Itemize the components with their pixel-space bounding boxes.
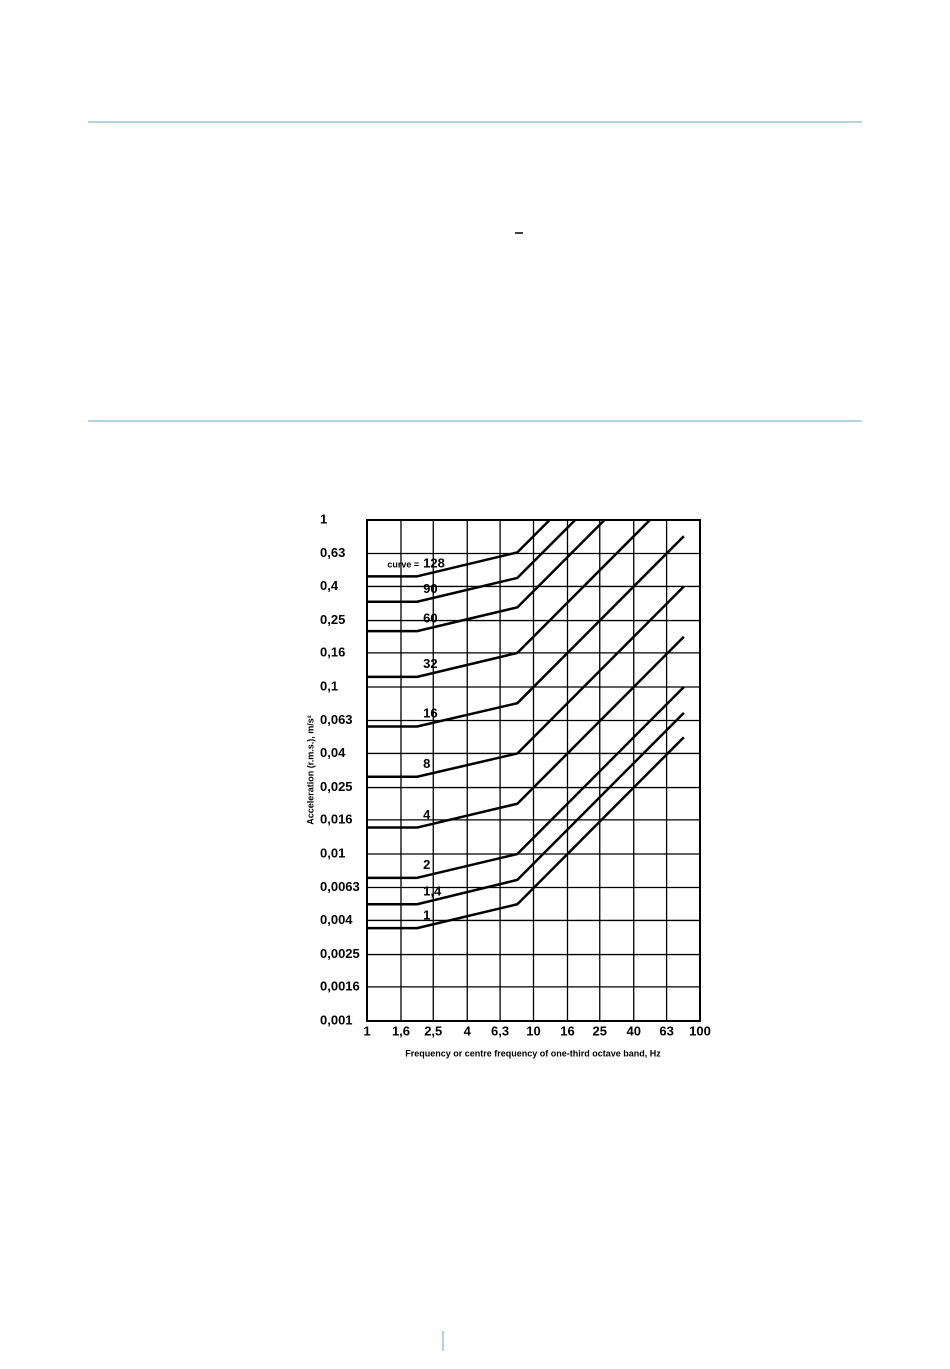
curve-annotation: curve = — [387, 559, 419, 569]
curve — [367, 635, 685, 829]
curve — [367, 519, 606, 633]
curve-label: 32 — [423, 656, 437, 671]
curve-label: 128 — [423, 556, 445, 571]
curve-label: 2 — [423, 857, 430, 872]
y-tick-label: 0,0063 — [320, 879, 360, 894]
curve — [367, 686, 685, 880]
curve-label: 4 — [423, 807, 431, 822]
y-tick-label: 0,0016 — [320, 978, 360, 993]
x-tick-label: 4 — [464, 1023, 472, 1038]
x-tick-label: 25 — [593, 1023, 607, 1038]
curve — [367, 519, 651, 679]
y-tick-label: 0,04 — [320, 745, 346, 760]
x-tick-label: 16 — [560, 1023, 574, 1038]
x-tick-label: 63 — [659, 1023, 673, 1038]
plot-frame — [366, 519, 701, 1022]
y-tick-label: 0,063 — [320, 712, 353, 727]
curve-label: 90 — [423, 581, 437, 596]
x-tick-label: 100 — [689, 1023, 711, 1038]
curve — [367, 585, 685, 779]
y-tick-label: 0,01 — [320, 845, 345, 860]
curve-label: 1,4 — [423, 883, 442, 898]
x-tick-label: 10 — [526, 1023, 540, 1038]
y-tick-label: 0,1 — [320, 678, 338, 693]
x-tick-label: 1 — [363, 1023, 370, 1038]
x-tick-label: 40 — [627, 1023, 641, 1038]
x-tick-label: 6,3 — [491, 1023, 509, 1038]
curve-label: 1 — [423, 907, 430, 922]
y-tick-label: 0,16 — [320, 644, 345, 659]
curve — [367, 711, 685, 906]
y-tick-label: 0,25 — [320, 612, 345, 627]
y-tick-label: 0,016 — [320, 811, 353, 826]
curve-label: 60 — [423, 610, 437, 625]
y-tick-label: 0,025 — [320, 779, 353, 794]
curve — [367, 736, 685, 930]
curve — [367, 519, 551, 578]
y-tick-label: 0,4 — [320, 578, 339, 593]
y-tick-label: 0,004 — [320, 912, 353, 927]
curve — [367, 519, 577, 603]
y-tick-label: 0,0025 — [320, 946, 360, 961]
y-tick-label: 0,001 — [320, 1012, 353, 1027]
curve-label: 16 — [423, 706, 437, 721]
y-tick-label: 1 — [320, 511, 327, 526]
y-tick-label: 0,63 — [320, 545, 345, 560]
x-tick-label: 1,6 — [392, 1023, 410, 1038]
y-axis-label: Acceleration (r.m.s.), m/s² — [305, 715, 315, 825]
x-axis-label: Frequency or centre frequency of one-thi… — [405, 1048, 661, 1058]
curve-label: 8 — [423, 756, 430, 771]
x-tick-label: 2,5 — [424, 1023, 442, 1038]
curve — [367, 535, 685, 728]
